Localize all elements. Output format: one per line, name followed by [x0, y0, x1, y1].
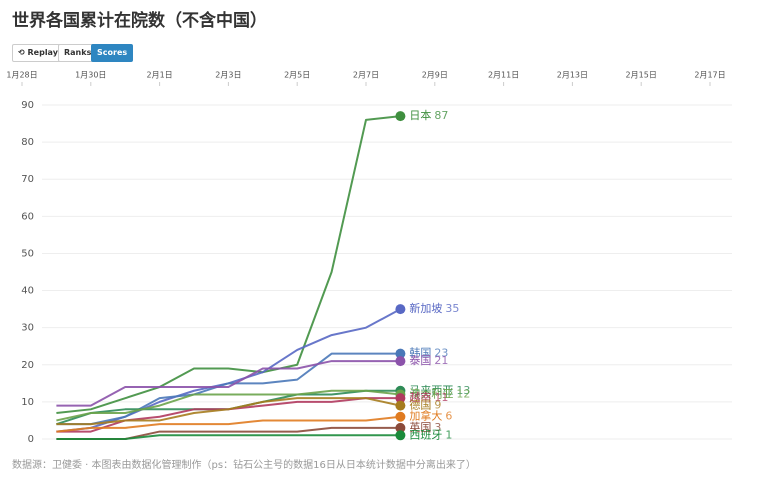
y-tick-label: 80	[21, 137, 34, 148]
x-tick-label: 2月11日	[488, 71, 519, 80]
series-label: 澳大利亚	[409, 386, 453, 400]
x-tick-label: 2月1日	[147, 71, 173, 80]
series-line	[56, 389, 401, 422]
series-label: 越南	[409, 390, 431, 404]
value-label: 9	[434, 399, 441, 412]
replay-label: Replay	[27, 48, 58, 57]
value-label: 3	[434, 421, 441, 434]
end-dot	[395, 400, 406, 411]
end-dot	[395, 422, 406, 433]
end-dot	[395, 430, 406, 441]
series-label: 德国	[409, 398, 431, 412]
y-tick-label: 10	[21, 397, 34, 408]
x-tick-label: 2月13日	[557, 71, 588, 80]
series-line	[56, 434, 401, 440]
page-title: 世界各国累计在院数（不含中国）	[12, 11, 267, 31]
value-label: 11	[434, 391, 448, 404]
ranks-button[interactable]: Ranks	[58, 44, 98, 62]
value-label: 13	[456, 384, 470, 397]
end-dot	[395, 348, 406, 359]
series-label: 泰国	[409, 353, 431, 367]
end-dot	[395, 111, 406, 122]
scores-button[interactable]: Scores	[91, 44, 134, 62]
x-tick-label: 2月9日	[422, 71, 448, 80]
series-label: 新加坡	[409, 301, 442, 315]
series-label: 韩国	[409, 346, 431, 360]
value-label: 21	[434, 354, 448, 367]
source-note: 数据源：卫健委 · 本图表由数据化管理制作（ps：钻石公主号的数据16日从日本统…	[12, 460, 476, 471]
replay-button[interactable]: ⟲ Replay	[12, 44, 64, 62]
series-label: 马来西亚	[409, 384, 453, 397]
series-line	[56, 426, 401, 440]
end-dot	[395, 356, 406, 367]
series-label: 加拿大	[409, 409, 442, 423]
series-line	[56, 360, 401, 407]
series-line	[56, 415, 401, 433]
series-label: 日本	[409, 108, 431, 122]
value-label: 6	[445, 410, 452, 423]
y-tick-label: 30	[21, 323, 34, 334]
y-tick-label: 70	[21, 174, 34, 185]
end-dot	[395, 304, 406, 315]
x-tick-label: 1月30日	[75, 71, 106, 80]
y-tick-label: 60	[21, 211, 34, 222]
value-label: 35	[445, 302, 459, 315]
series-line	[56, 115, 401, 415]
x-tick-label: 2月15日	[626, 71, 657, 80]
x-tick-label: 1月28日	[6, 71, 37, 80]
y-tick-label: 20	[21, 360, 34, 371]
y-tick-label: 0	[28, 434, 34, 445]
y-tick-label: 90	[21, 100, 34, 111]
series-label: 英国	[409, 420, 431, 434]
value-label: 23	[434, 347, 448, 360]
x-tick-label: 2月7日	[353, 71, 379, 80]
y-tick-label: 40	[21, 286, 34, 297]
series-line	[56, 352, 401, 426]
value-label: 1	[445, 428, 452, 441]
value-label: 12	[456, 387, 470, 400]
x-tick-label: 2月3日	[215, 71, 241, 80]
end-dot	[395, 393, 406, 404]
series-line	[56, 397, 401, 426]
end-dot	[395, 411, 406, 422]
value-label: 87	[434, 109, 448, 122]
x-tick-label: 2月5日	[284, 71, 310, 80]
series-label: 西班牙	[409, 428, 442, 441]
y-tick-label: 50	[21, 248, 34, 259]
x-tick-label: 2月17日	[694, 71, 725, 80]
